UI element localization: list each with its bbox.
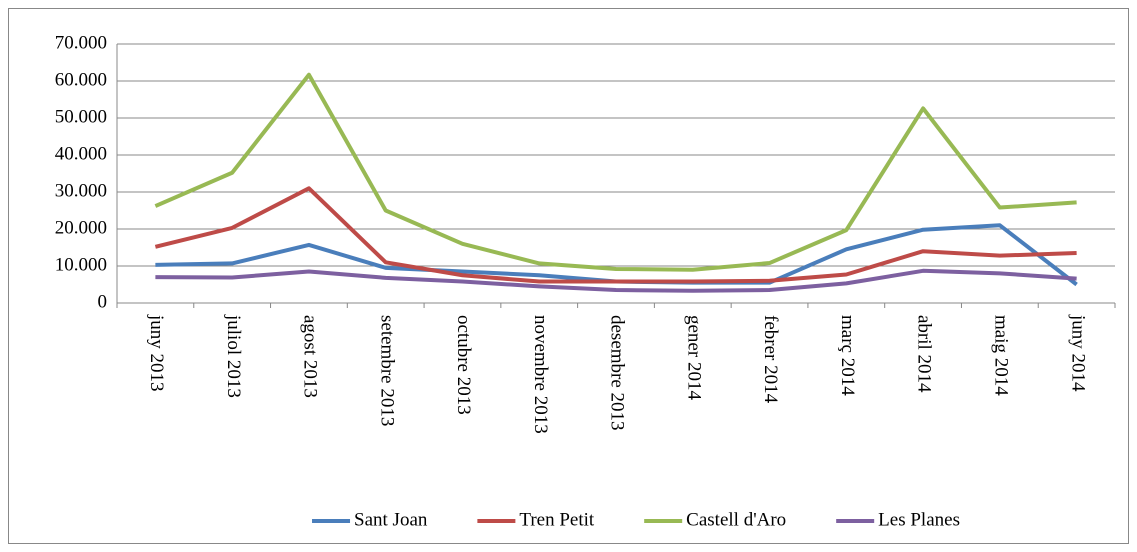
x-tick-label: agost 2013 xyxy=(300,315,321,398)
x-tick-label: febrer 2014 xyxy=(760,315,781,404)
x-tick-label: gener 2014 xyxy=(683,315,704,400)
y-tick-label: 10.000 xyxy=(55,254,107,275)
y-tick-label: 40.000 xyxy=(55,143,107,164)
y-tick-label: 50.000 xyxy=(55,106,107,127)
x-tick-label: octubre 2013 xyxy=(453,315,474,415)
x-tick-label: novembre 2013 xyxy=(530,315,551,434)
y-tick-label: 0 xyxy=(98,291,108,312)
legend-label: Castell d'Aro xyxy=(686,509,786,530)
legend-label: Tren Petit xyxy=(519,509,595,530)
x-tick-label: juny 2013 xyxy=(146,314,167,392)
y-tick-label: 30.000 xyxy=(55,180,107,201)
series-line xyxy=(154,72,1077,272)
y-tick-label: 70.000 xyxy=(55,32,107,53)
x-tick-label: abril 2014 xyxy=(914,315,935,393)
series-line xyxy=(155,268,1077,293)
y-tick-label: 20.000 xyxy=(55,217,107,238)
legend-label: Sant Joan xyxy=(354,509,428,530)
x-tick-label: juny 2014 xyxy=(1067,314,1088,392)
legend-label: Les Planes xyxy=(878,509,960,530)
series-line xyxy=(154,186,1077,284)
x-tick-label: juliol 2013 xyxy=(223,314,244,398)
x-tick-label: març 2014 xyxy=(837,315,858,396)
y-tick-label: 60.000 xyxy=(55,69,107,90)
x-tick-label: desembre 2013 xyxy=(607,315,628,431)
x-tick-label: setembre 2013 xyxy=(376,315,397,426)
x-tick-label: maig 2014 xyxy=(990,315,1011,396)
